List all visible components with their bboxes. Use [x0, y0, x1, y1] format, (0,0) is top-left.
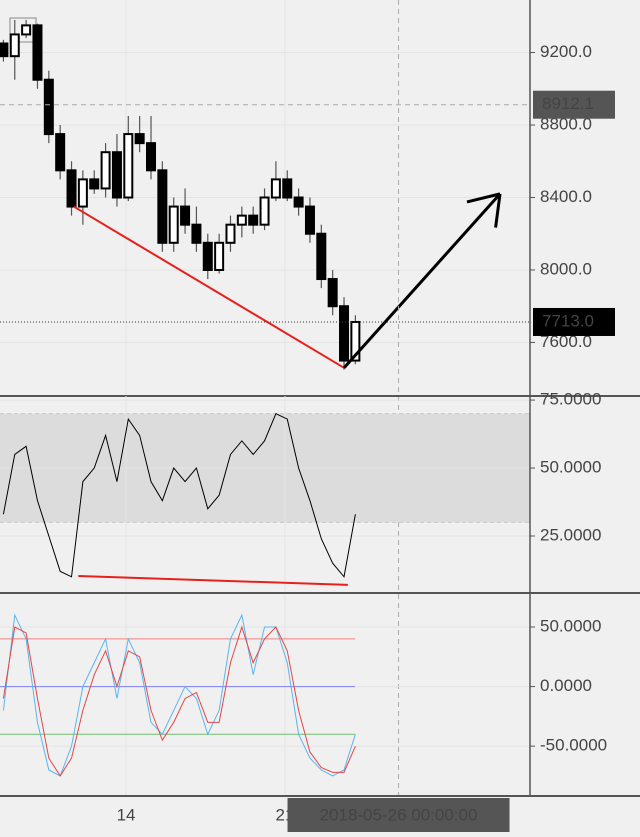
candle-body — [248, 214, 259, 226]
candle-body — [43, 78, 54, 136]
candle-body — [180, 205, 191, 226]
arrow-head — [494, 193, 502, 228]
trend-line — [73, 205, 345, 369]
candle-body — [259, 196, 270, 226]
arrow-head — [466, 192, 501, 204]
candle-body — [157, 169, 168, 244]
indicator-line — [2, 613, 356, 777]
candle-body — [134, 133, 145, 145]
indicator-line — [2, 412, 356, 578]
candle-body — [168, 205, 179, 244]
candle-body — [282, 178, 293, 199]
candle-body — [111, 151, 122, 199]
candle-body — [66, 169, 77, 208]
candle-body — [270, 178, 281, 199]
crosshair-x-box — [287, 798, 510, 832]
y-tick-label: 8400.0 — [540, 187, 592, 206]
candle-body — [0, 42, 9, 58]
candle-body — [327, 278, 338, 308]
candle-body — [100, 151, 111, 190]
candle-body — [32, 24, 43, 81]
candle-body — [214, 241, 225, 271]
candle-body — [55, 133, 66, 172]
candle-body — [350, 320, 361, 362]
candle-body — [191, 223, 202, 244]
crosshair-y-label: 8912.1 — [542, 94, 594, 113]
candle-body — [146, 142, 157, 172]
y-tick-label: 0.0000 — [540, 676, 592, 695]
y-tick-label: 50.0000 — [540, 616, 601, 635]
candle-body — [316, 232, 327, 281]
candle-body — [21, 24, 32, 36]
candle-body — [123, 133, 134, 199]
y-tick-label: 8800.0 — [540, 115, 592, 134]
y-tick-label: 25.0000 — [540, 525, 601, 544]
trend-arrow — [342, 192, 502, 369]
candle-body — [77, 178, 88, 208]
candle-body — [9, 33, 20, 58]
candle-body — [236, 214, 247, 226]
y-tick-label: 8000.0 — [540, 259, 592, 278]
crosshair-y-box — [533, 90, 615, 119]
indicator-line — [2, 625, 356, 777]
candle-body — [293, 196, 304, 208]
y-tick-label: 9200.0 — [540, 42, 592, 61]
last-price-label: 7713.0 — [542, 311, 594, 330]
y-tick-label: 75.0000 — [540, 390, 601, 409]
candle-body — [225, 223, 236, 244]
candle-body — [339, 305, 350, 362]
candle-body — [304, 205, 315, 235]
x-tick-label: 14 — [117, 805, 136, 824]
y-tick-label: -50.0000 — [540, 736, 607, 755]
y-tick-label: 7600.0 — [540, 332, 592, 351]
trend-line — [78, 574, 348, 586]
last-price-box — [533, 307, 615, 336]
crosshair-x-label: 2018-05-26 00:00:00 — [320, 805, 478, 824]
candle-body — [89, 178, 100, 190]
y-tick-label: 50.0000 — [540, 458, 601, 477]
candle-body — [202, 241, 213, 271]
